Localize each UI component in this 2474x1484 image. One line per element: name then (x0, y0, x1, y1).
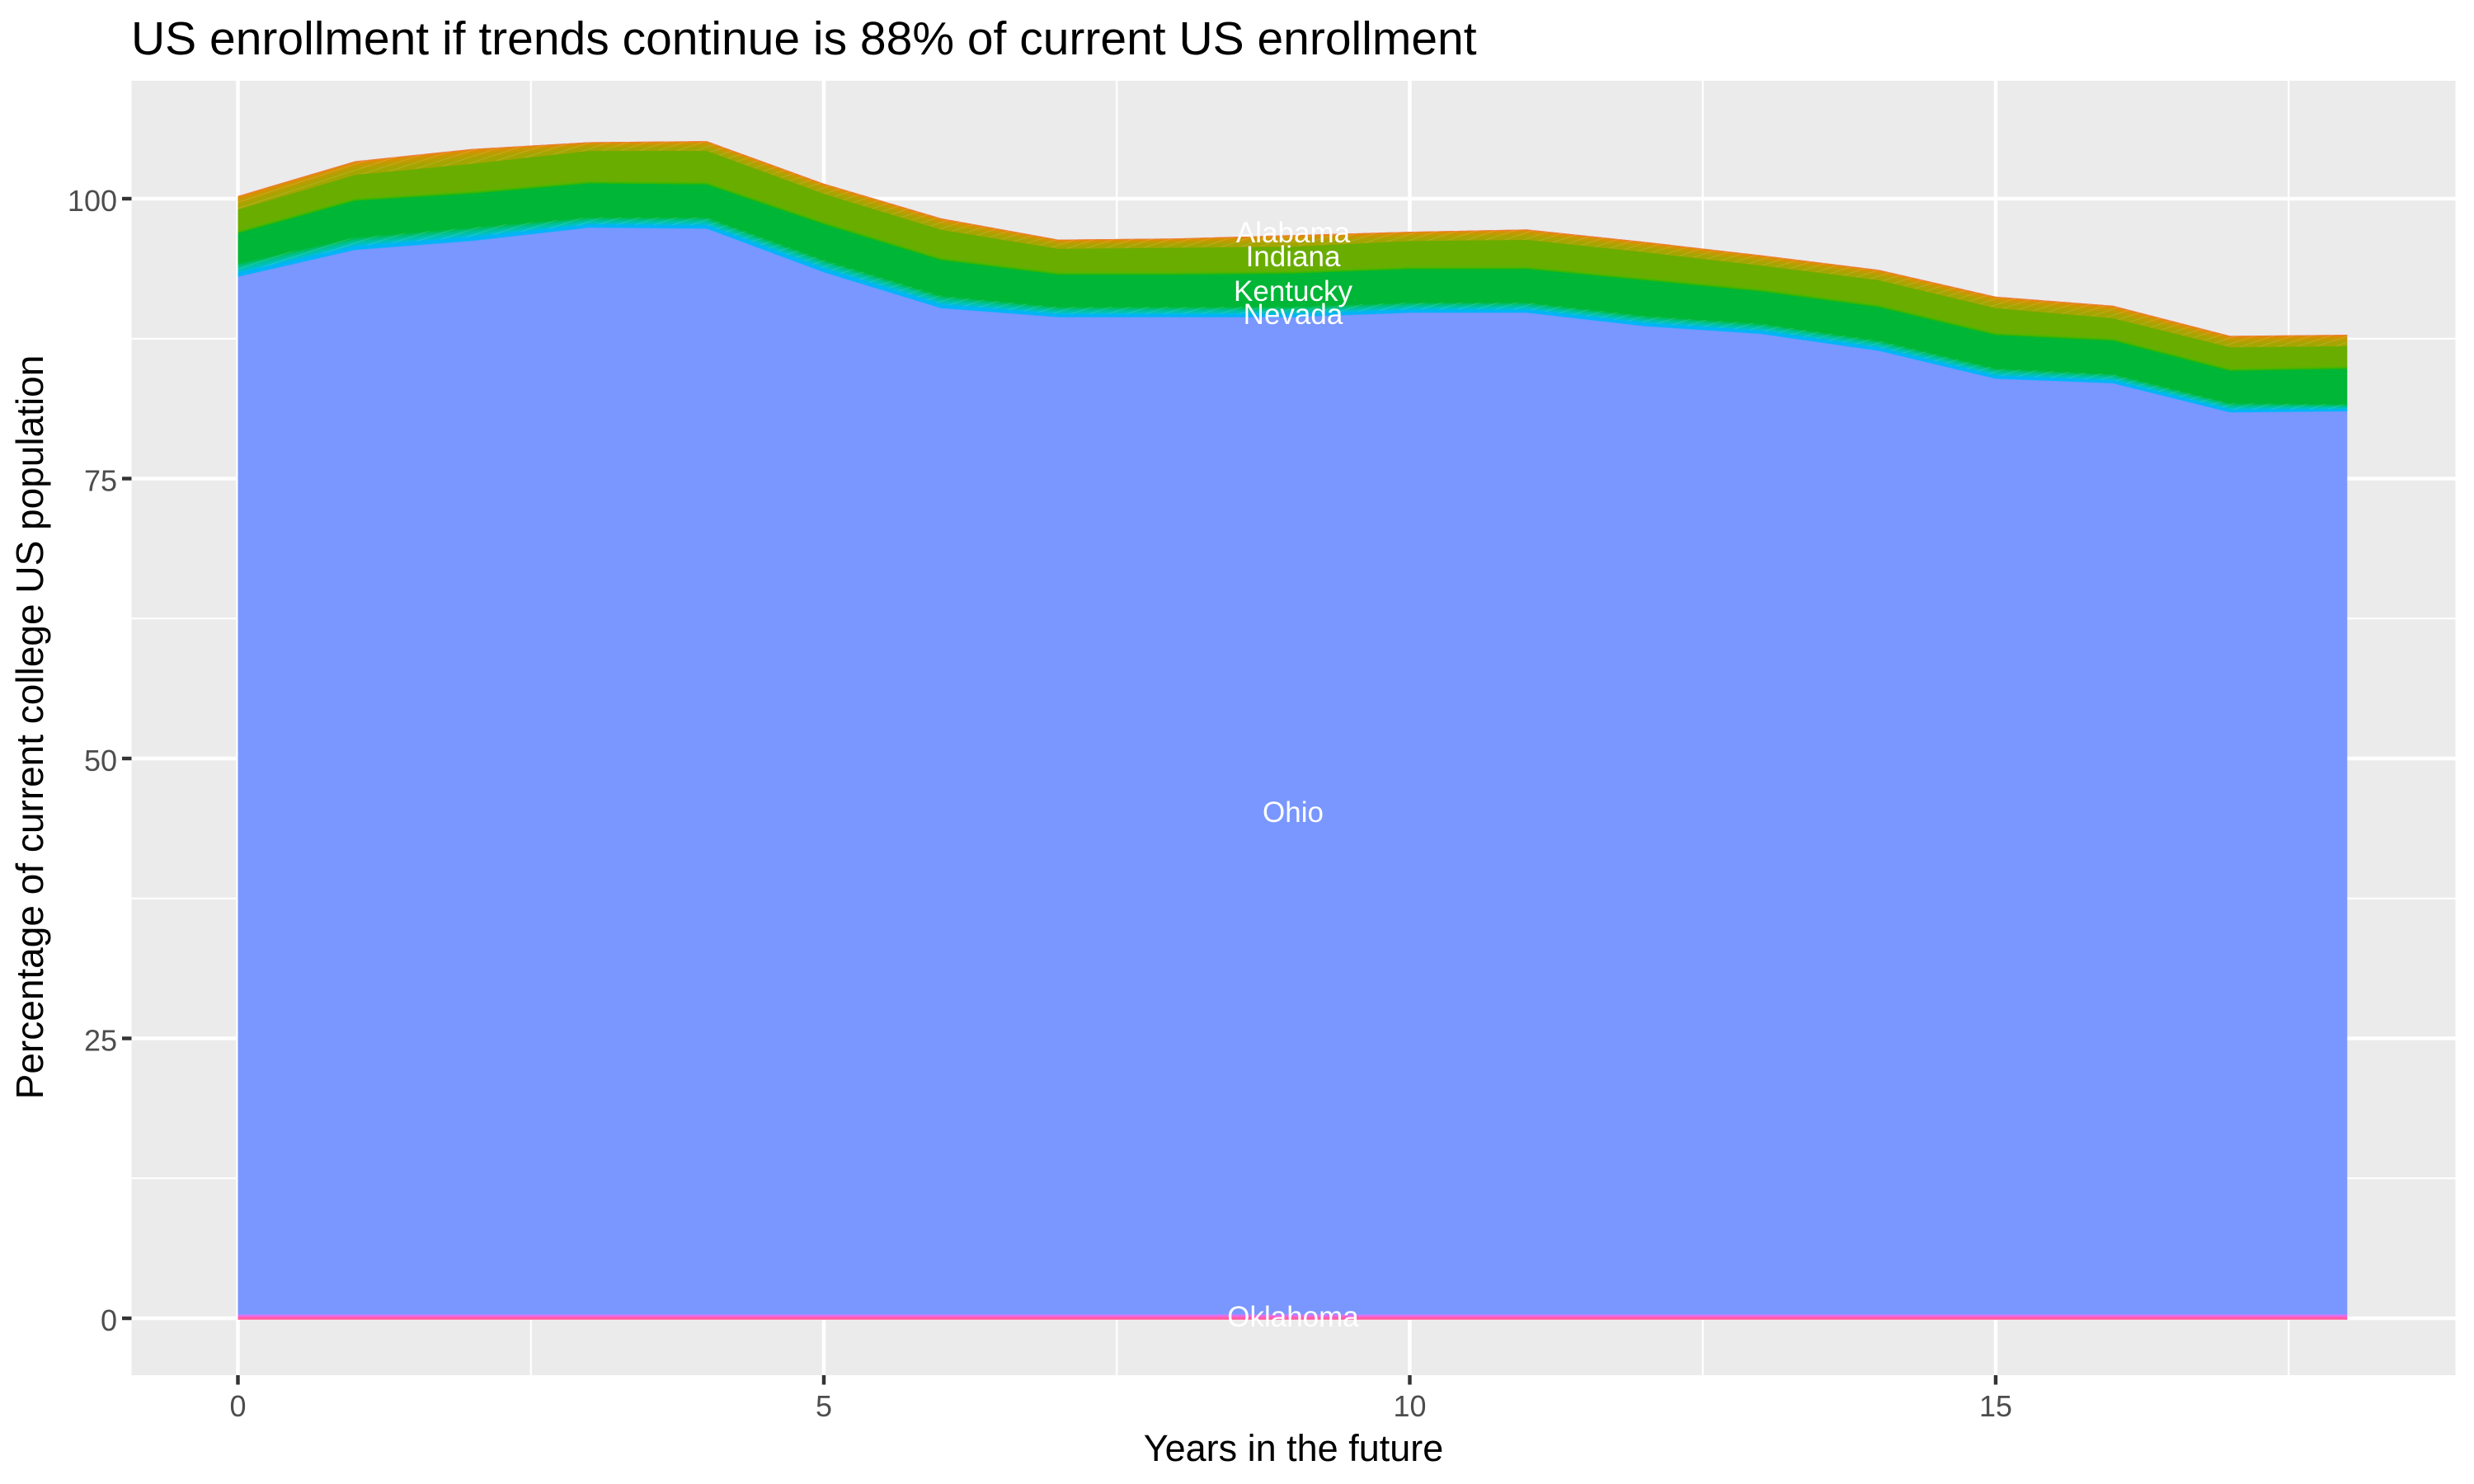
svg-text:Nevada: Nevada (1244, 298, 1343, 331)
svg-text:Years in the future: Years in the future (1144, 1427, 1444, 1469)
svg-text:Oklahoma: Oklahoma (1227, 1301, 1359, 1333)
svg-text:0: 0 (229, 1389, 246, 1423)
svg-text:75: 75 (84, 464, 117, 498)
svg-text:0: 0 (101, 1303, 117, 1337)
svg-text:100: 100 (68, 184, 117, 218)
svg-text:Percentage of current college: Percentage of current college US populat… (8, 355, 51, 1100)
svg-text:Ohio: Ohio (1263, 796, 1324, 829)
svg-text:Alabama: Alabama (1236, 217, 1351, 249)
svg-text:5: 5 (816, 1389, 832, 1423)
svg-text:Kentucky: Kentucky (1234, 275, 1352, 308)
svg-text:Indiana: Indiana (1246, 241, 1341, 273)
svg-text:50: 50 (84, 744, 117, 777)
svg-text:25: 25 (84, 1024, 117, 1058)
svg-text:15: 15 (1979, 1389, 2012, 1423)
svg-text:US enrollment if trends contin: US enrollment if trends continue is 88% … (131, 12, 1477, 65)
svg-text:10: 10 (1393, 1389, 1426, 1423)
